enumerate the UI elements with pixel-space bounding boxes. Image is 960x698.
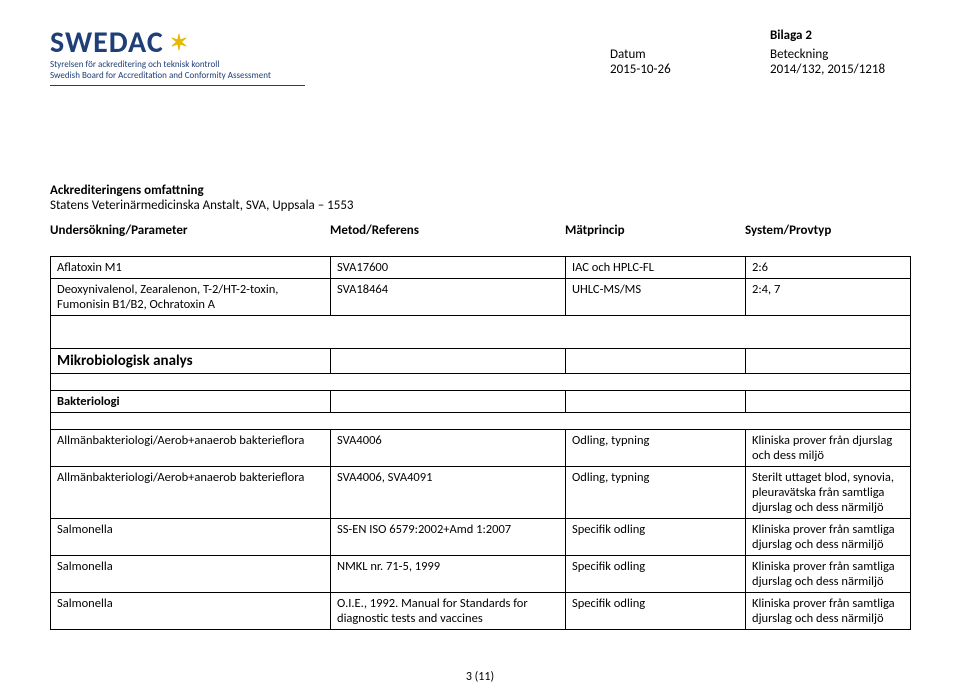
table-cell: Kliniska prover från samtliga djurslag o… [746,556,911,593]
logo-text: SWEDAC [50,28,164,58]
datum-value: 2015-10-26 [610,62,770,77]
table-row: Allmänbakteriologi/Aerob+anaerob bakteri… [51,430,911,467]
header-right: Bilaga 2 Datum Beteckning 2015-10-26 201… [610,28,910,77]
bilaga-label: Bilaga 2 [610,28,910,43]
section-title: Mikrobiologisk analys [51,349,331,374]
table-cell: SVA18464 [331,279,566,316]
column-headers: Undersökning/Parameter Metod/Referens Mä… [50,223,910,238]
table-cell: Odling, typning [566,467,746,519]
logo-sub-en: Swedish Board for Accreditation and Conf… [50,71,305,82]
table-cell: SS-EN ISO 6579:2002+Amd 1:2007 [331,519,566,556]
logo-star-icon: ✶ [170,32,189,54]
col-header-2: Metod/Referens [330,223,565,238]
table-cell: Deoxynivalenol, Zearalenon, T-2/HT-2-tox… [51,279,331,316]
table-cell: NMKL nr. 71-5, 1999 [331,556,566,593]
table-cell: O.I.E., 1992. Manual for Standards for d… [331,593,566,630]
table-cell: Kliniska prover från djurslag och dess m… [746,430,911,467]
table-cell: SVA17600 [331,257,566,279]
table-cell: Sterilt uttaget blod, synovia, pleuravät… [746,467,911,519]
table-row: Allmänbakteriologi/Aerob+anaerob bakteri… [51,467,911,519]
table-row: SalmonellaSS-EN ISO 6579:2002+Amd 1:2007… [51,519,911,556]
page-number: 3 (11) [0,670,960,684]
table-row: SalmonellaO.I.E., 1992. Manual for Stand… [51,593,911,630]
table-cell: Specifik odling [566,519,746,556]
table-row: Deoxynivalenol, Zearalenon, T-2/HT-2-tox… [51,279,911,316]
table-cell: UHLC-MS/MS [566,279,746,316]
logo-word: SWEDAC ✶ [50,28,305,58]
section-subtitle: Bakteriologi [51,391,331,413]
table-cell: IAC och HPLC-FL [566,257,746,279]
accreditation-block: Ackrediteringens omfattning Statens Vete… [50,183,910,213]
datum-label: Datum [610,47,770,62]
table-cell: Kliniska prover från samtliga djurslag o… [746,593,911,630]
table-cell: SVA4006 [331,430,566,467]
table-cell: Odling, typning [566,430,746,467]
table-cell: Specifik odling [566,593,746,630]
table-cell: Allmänbakteriologi/Aerob+anaerob bakteri… [51,430,331,467]
logo-block: SWEDAC ✶ Styrelsen för ackreditering och… [50,28,305,86]
table-cell: Kliniska prover från samtliga djurslag o… [746,519,911,556]
table-cell: Specifik odling [566,556,746,593]
col-header-1: Undersökning/Parameter [50,223,330,238]
beteckning-label: Beteckning [770,47,910,62]
table-cell: Salmonella [51,519,331,556]
table-cell: Salmonella [51,556,331,593]
logo-subtitle: Styrelsen för ackreditering och teknisk … [50,60,305,86]
col-header-4: System/Provtyp [745,223,910,238]
table-row: Aflatoxin M1SVA17600IAC och HPLC-FL2:6 [51,257,911,279]
data-table: Aflatoxin M1SVA17600IAC och HPLC-FL2:6De… [50,256,911,630]
table-cell: Salmonella [51,593,331,630]
table-cell: SVA4006, SVA4091 [331,467,566,519]
beteckning-value: 2014/132, 2015/1218 [770,62,910,77]
table-cell: Allmänbakteriologi/Aerob+anaerob bakteri… [51,467,331,519]
table-cell: 2:6 [746,257,911,279]
table-cell: 2:4, 7 [746,279,911,316]
accreditation-line: Statens Veterinärmedicinska Anstalt, SVA… [50,198,910,213]
table-cell: Aflatoxin M1 [51,257,331,279]
accreditation-title: Ackrediteringens omfattning [50,183,910,198]
col-header-3: Mätprincip [565,223,745,238]
table-row: SalmonellaNMKL nr. 71-5, 1999Specifik od… [51,556,911,593]
